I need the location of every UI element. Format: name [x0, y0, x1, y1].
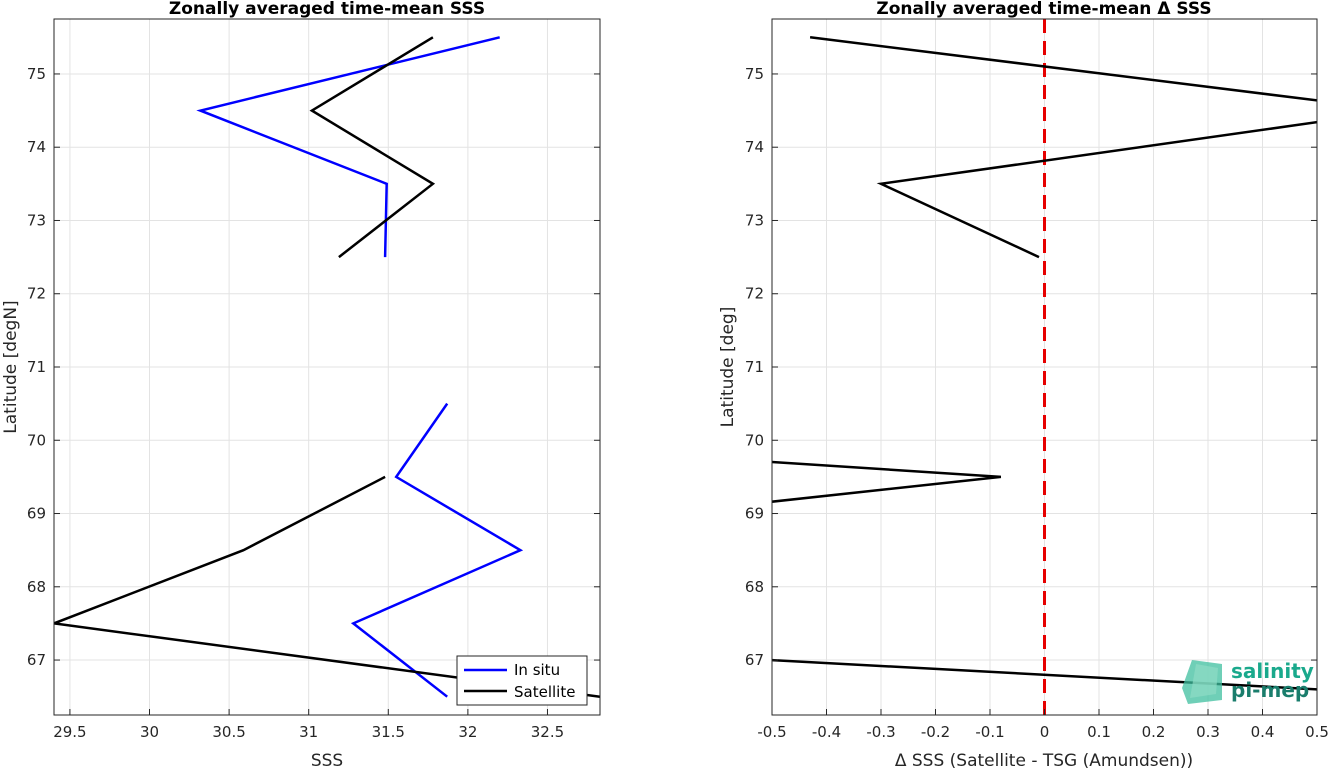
left-x-tick-label: 30 [140, 723, 159, 741]
left-x-axis-label: SSS [311, 751, 343, 769]
left-x-tick-label: 30.5 [212, 723, 245, 741]
right-x-tick-label: -0.1 [975, 723, 1004, 741]
right-y-tick-label: 68 [745, 578, 764, 596]
salinity-pi-mep-logo: salinity pi-mep [1182, 659, 1314, 704]
left-x-tick-label: 31.5 [372, 723, 405, 741]
left-y-tick-label: 72 [27, 285, 46, 303]
left-y-tick-label: 70 [27, 431, 46, 449]
left-y-tick-label: 73 [27, 211, 46, 229]
right-x-axis-label: Δ SSS (Satellite - TSG (Amundsen)) [895, 751, 1193, 769]
left-y-tick-label: 74 [27, 138, 46, 156]
left-series-in-situ-line-2 [350, 402, 524, 698]
logo-text-pi-mep: pi-mep [1231, 678, 1309, 702]
left-x-tick-label: 32 [458, 723, 477, 741]
right-series [772, 19, 1317, 715]
right-y-tick-label: 71 [745, 358, 764, 376]
legend-box [456, 655, 588, 706]
left-series [54, 36, 600, 698]
left-series-satellite-line-1 [309, 36, 436, 259]
right-x-tick-label: -0.5 [757, 723, 786, 741]
right-series-delta-line-2 [772, 460, 1002, 503]
right-series-delta-line-1 [809, 36, 1317, 259]
right-y-tick-label: 73 [745, 211, 764, 229]
right-y-tick-label: 74 [745, 138, 764, 156]
right-x-tick-label: -0.2 [921, 723, 950, 741]
left-x-tick-label: 32.5 [531, 723, 564, 741]
logo-shape-highlight-icon [1190, 664, 1218, 698]
legend-label-satellite: Satellite [514, 683, 575, 701]
left-y-tick-label: 68 [27, 578, 46, 596]
right-ticks: -0.5 -0.4 -0.3 -0.2 -0.1 0 0.1 0.2 0.3 0.4 0.5 67 68… [745, 65, 1329, 741]
right-title: Zonally averaged time-mean Δ SSS [876, 0, 1211, 19]
right-y-tick-label: 69 [745, 505, 764, 523]
left-title: Zonally averaged time-mean SSS [169, 0, 485, 19]
logo-text-salinity: salinity [1231, 659, 1314, 683]
legend: In situ Satellite [456, 655, 588, 706]
right-x-tick-label: -0.3 [866, 723, 895, 741]
right-x-tick-label: 0.1 [1087, 723, 1111, 741]
right-x-tick-label: 0 [1040, 723, 1050, 741]
left-y-axis-label: Latitude [degN] [1, 300, 21, 433]
right-y-tick-label: 67 [745, 651, 764, 669]
left-chart: 29.5 30 30.5 31 31.5 32 32.5 67 68 69 70 71 72 73 74 75… [1, 0, 601, 769]
right-x-tick-label: 0.4 [1251, 723, 1275, 741]
left-y-tick-label: 71 [27, 358, 46, 376]
left-series-satellite-line-2 [54, 475, 600, 698]
right-chart: -0.5 -0.4 -0.3 -0.2 -0.1 0 0.1 0.2 0.3 0.4 0.5 67 68… [718, 0, 1329, 769]
left-ticks: 29.5 30 30.5 31 31.5 32 32.5 67 68 69 70 71 72 73 74 75 [27, 65, 600, 741]
right-y-axis-label: Latitude [deg] [718, 307, 738, 428]
left-x-tick-label: 31 [299, 723, 318, 741]
left-y-tick-label: 69 [27, 505, 46, 523]
left-x-tick-label: 29.5 [53, 723, 86, 741]
right-y-tick-label: 75 [745, 65, 764, 83]
left-y-tick-label: 75 [27, 65, 46, 83]
left-grid [54, 19, 600, 715]
right-x-tick-label: 0.2 [1142, 723, 1166, 741]
legend-label-in-situ: In situ [514, 661, 560, 679]
right-series-delta-line-3 [772, 658, 1317, 691]
right-x-tick-label: 0.5 [1305, 723, 1329, 741]
right-x-tick-label: 0.3 [1196, 723, 1220, 741]
right-y-tick-label: 70 [745, 431, 764, 449]
left-y-tick-label: 67 [27, 651, 46, 669]
right-y-tick-label: 72 [745, 285, 764, 303]
right-x-tick-label: -0.4 [812, 723, 841, 741]
